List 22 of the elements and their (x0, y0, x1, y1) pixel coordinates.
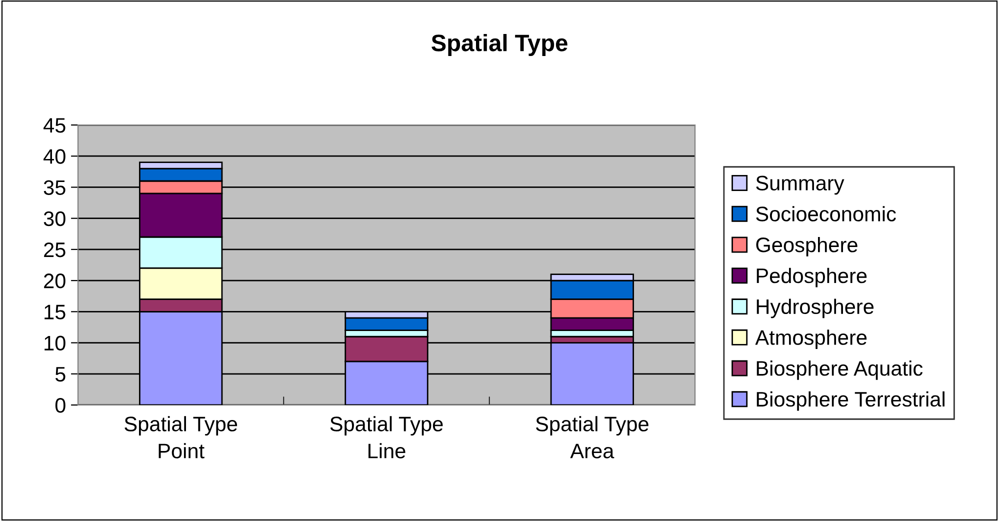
y-tick-label: 15 (44, 304, 66, 320)
y-tick-label: 0 (55, 398, 66, 413)
y-tick-label: 20 (44, 274, 66, 288)
x-tick-label: Spatial Type Line (330, 416, 443, 458)
y-tick-label: 35 (44, 180, 66, 195)
y-tick-label: 10 (44, 336, 66, 351)
y-tick-label: 5 (55, 367, 66, 382)
y-tick-label: 45 (44, 118, 66, 133)
legend-label: Biosphere Terrestrial (756, 391, 944, 411)
legend-label: Atmosphere (755, 330, 867, 350)
legend-label: Hydrosphere (756, 298, 874, 318)
legend-label: Biosphere Aquatic (756, 360, 923, 380)
legend-label: Socioeconomic (756, 206, 896, 222)
y-tick-label: 30 (44, 211, 66, 226)
legend-label: Summary (756, 176, 844, 195)
chart-title: Spatial Type (432, 34, 568, 56)
legend-label: Geosphere (756, 236, 858, 256)
x-tick-label: Spatial Type Area (536, 416, 648, 458)
y-tick-label: 40 (44, 149, 66, 164)
x-tick-label: Spatial Type Point (124, 416, 238, 458)
legend-label: Pedosphere (756, 268, 867, 288)
y-tick-label: 25 (44, 242, 66, 258)
